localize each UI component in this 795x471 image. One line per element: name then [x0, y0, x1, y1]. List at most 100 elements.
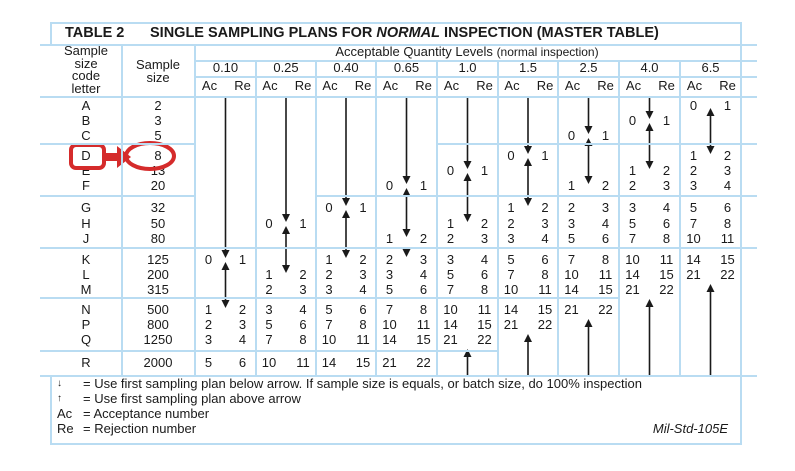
rejection-number: 11 — [720, 231, 735, 246]
up-arrow-icon — [645, 299, 654, 307]
ac-header: Ac — [564, 78, 581, 93]
grid-line — [40, 143, 194, 145]
re-header: Re — [597, 78, 614, 93]
rejection-number: 4 — [541, 231, 549, 246]
rejection-number: 6 — [359, 302, 367, 317]
up-arrow-icon — [706, 108, 715, 116]
down-arrow-icon — [282, 214, 290, 222]
down-arrow-icon — [524, 146, 532, 154]
grid-line — [557, 60, 559, 375]
legend-re-key: Re — [57, 421, 74, 436]
rejection-number: 1 — [480, 163, 489, 178]
acceptance-number: 10 — [382, 317, 397, 332]
rejection-number: 22 — [416, 355, 431, 370]
acceptance-number: 3 — [204, 332, 213, 347]
acceptance-number: 7 — [507, 267, 515, 282]
re-header: Re — [536, 78, 554, 93]
rejection-number: 4 — [299, 302, 307, 317]
rejection-number: 3 — [480, 231, 489, 246]
acceptance-number: 10 — [443, 302, 458, 317]
header-line: Sample — [63, 43, 109, 58]
acceptance-number: 0 — [689, 98, 698, 113]
rejection-number: 11 — [416, 317, 431, 332]
acceptance-number: 5 — [628, 216, 637, 231]
acceptance-number: 1 — [689, 148, 698, 163]
acceptance-number: 2 — [567, 200, 576, 215]
acceptance-number: 10 — [503, 282, 519, 297]
rejection-number: 3 — [238, 317, 247, 332]
acceptance-number: 1 — [628, 163, 637, 178]
highlight-size-circle — [124, 141, 176, 171]
acceptance-number: 14 — [382, 332, 397, 347]
acceptance-number: 2 — [507, 216, 515, 231]
rejection-number: 2 — [238, 302, 247, 317]
code-letter: Q — [80, 332, 92, 347]
code-letter: B — [81, 113, 91, 128]
acceptance-number: 3 — [385, 267, 394, 282]
acceptance-number: 10 — [686, 231, 701, 246]
acceptance-number: 5 — [689, 200, 698, 215]
acceptance-number: 21 — [686, 267, 701, 282]
rejection-number: 3 — [299, 282, 307, 297]
grid-line — [50, 443, 742, 445]
sample-size: 200 — [147, 267, 169, 282]
acceptance-number: 1 — [385, 231, 394, 246]
rejection-number: 6 — [662, 216, 671, 231]
down-arrow-icon — [402, 229, 411, 237]
re-header: Re — [294, 78, 312, 93]
code-letter: F — [82, 178, 90, 193]
rejection-number: 6 — [480, 267, 489, 282]
code-letter: D — [81, 148, 91, 163]
grid-line — [375, 60, 377, 375]
grid-line — [315, 195, 757, 197]
down-arrow-icon — [645, 161, 654, 169]
re-header: Re — [476, 78, 493, 93]
acceptance-number: 0 — [628, 113, 637, 128]
rejection-number: 8 — [601, 252, 610, 267]
table-number: TABLE 2 — [65, 25, 125, 41]
rejection-number: 8 — [723, 216, 732, 231]
header-line: Sample — [135, 57, 181, 72]
down-arrow-icon — [342, 198, 350, 206]
acceptance-number: 0 — [446, 163, 455, 178]
acceptance-number: 5 — [567, 231, 576, 246]
down-arrow-icon — [402, 176, 411, 184]
up-arrow-icon — [221, 262, 230, 270]
down-arrow-icon — [221, 250, 230, 258]
re-header: Re — [719, 78, 736, 93]
aql-value: 4.0 — [640, 60, 659, 75]
legend-ac-key: Ac — [57, 406, 73, 421]
grid-line — [194, 60, 757, 62]
rejection-number: 22 — [537, 317, 553, 332]
rejection-number: 1 — [662, 113, 671, 128]
aql-value: 0.10 — [212, 60, 239, 75]
rejection-number: 6 — [238, 355, 247, 370]
rejection-number: 11 — [356, 332, 370, 347]
acceptance-number: 2 — [265, 282, 273, 297]
acceptance-number: 5 — [265, 317, 273, 332]
aql-value: 0.25 — [273, 60, 299, 75]
up-arrow-icon — [342, 210, 350, 218]
legend-down: = Use first sampling plan below arrow. I… — [83, 376, 642, 391]
code-letter: R — [81, 355, 91, 370]
title-prefix: SINGLE SAMPLING PLANS FOR — [150, 25, 377, 41]
header-line: letter — [71, 80, 101, 96]
rejection-number: 4 — [238, 332, 247, 347]
sample-size: 800 — [147, 317, 169, 332]
acceptance-number: 14 — [686, 252, 701, 267]
rejection-number: 2 — [662, 163, 671, 178]
rejection-number: 2 — [359, 252, 367, 267]
header-line: size — [74, 55, 98, 71]
rejection-number: 8 — [662, 231, 671, 246]
grid-line — [436, 60, 438, 375]
grid-line — [497, 60, 499, 375]
rejection-number: 3 — [723, 163, 732, 178]
acceptance-number: 7 — [325, 317, 333, 332]
re-header: Re — [354, 78, 372, 93]
rejection-number: 22 — [659, 282, 674, 297]
acceptance-number: 10 — [564, 267, 579, 282]
acceptance-number: 10 — [261, 355, 277, 370]
code-letter: P — [81, 317, 91, 332]
